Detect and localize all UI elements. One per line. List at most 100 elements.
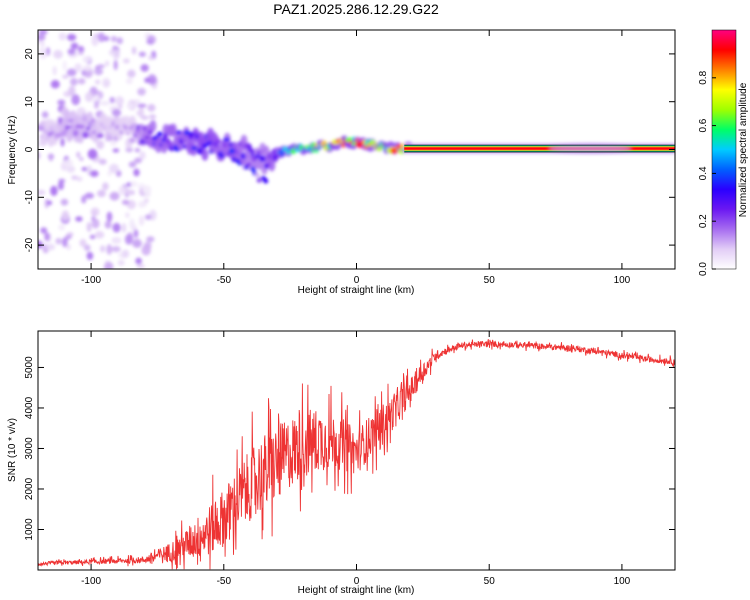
spectrogram-noise-blob [45,47,51,56]
snr-series-line [38,339,675,570]
x-tick-label: -50 [217,275,232,286]
spectrogram-noise-blob [117,259,125,266]
spectrogram-noise-blob [81,195,87,204]
spectrogram-noise-blob [81,166,89,172]
spectrogram-noise-blob [58,178,66,183]
spectrogram-noise-blob [137,87,146,96]
spectrogram-noise-blob [89,234,96,240]
spectrogram-noise-blob [131,46,137,55]
spectrogram-noise-blob [86,222,92,233]
spectrogram-noise-blob [38,33,46,41]
y-tick-label: 0 [24,146,35,152]
spectrogram-noise-blob [38,240,43,249]
x-tick-label: -100 [81,275,101,286]
spectrogram-noise-blob [93,94,100,102]
spectrogram-noise-blob [149,77,156,84]
spectrogram-noise-blob [91,35,99,47]
spectrogram-noise-blob [44,198,49,209]
spectrogram-noise-blob [140,64,149,72]
spectrogram-noise-blob [111,237,122,244]
spectrogram-noise-blob [126,103,134,109]
spectrogram-noise-blob [55,237,62,245]
spectrogram-y-label: Frequency (Hz) [7,116,18,185]
spectrogram-branch-blob [231,157,237,163]
x-tick-label: -50 [217,576,232,587]
spectrogram-core-blob [106,136,114,141]
spectrogram-noise-blob [46,200,53,206]
y-tick-label: -20 [24,237,35,252]
spectrogram-x-ticks: -100 -50 0 50 100 [81,30,631,286]
spectrogram-branch-blob [233,152,239,158]
spectrogram-noise-blob [91,216,96,221]
spectrogram-noise-blob [62,237,68,248]
spectrogram-noise-blob [116,37,123,45]
spectrogram-noise-blob [132,238,142,249]
spectrogram-band-core [404,147,675,150]
spectrogram-noise-blob [79,156,84,162]
spectrogram-noise-blob [134,157,143,164]
spectrogram-branch-blob [239,159,245,165]
spectrogram-noise-blob [68,85,76,96]
spectrogram-halo-blob [381,141,389,148]
colorbar-tick-label: 0.4 [698,166,709,180]
spectrogram-noise-blob [106,244,113,255]
spectrogram-noise-blob [142,185,152,194]
spectrogram-noise-blob [104,81,110,86]
spectrogram-core-blob [82,115,88,122]
spectrogram-noise-blob [137,103,147,108]
x-tick-label: -100 [81,576,101,587]
x-tick-label: 100 [614,275,631,286]
spectrogram-noise-blob [71,94,81,106]
spectrogram-noise-blob [146,39,154,45]
spectrogram-noise-blob [70,77,78,86]
spectrogram-y-ticks: -20 -10 0 10 20 [24,48,675,252]
spectrogram-noise-blob [87,148,98,160]
spectrogram-noise-blob [139,151,146,160]
spectrogram-noise-blob [149,114,157,120]
spectrogram-core-blob [215,139,222,144]
spectrogram-noise-blob [143,198,149,203]
spectrogram-noise-blob [107,170,112,177]
spectrogram-noise-blob [134,147,141,153]
spectrogram-noise-blob [111,246,121,253]
spectrogram-noise-blob [61,210,70,221]
spectrogram-noise-blob [52,66,57,76]
spectrogram-noise-blob [63,159,74,167]
spectrogram-noise-blob [48,153,54,162]
spectrogram-noise-blob [90,207,100,217]
spectrogram-noise-blob [38,151,41,160]
spectrogram-noise-blob [83,244,91,252]
spectrogram-noise-blob [76,151,81,158]
spectrogram-noise-blob [144,214,152,220]
spectrogram-noise-blob [138,51,146,57]
spectrogram-noise-blob [96,140,105,150]
snr-panel: -100 -50 0 50 100 1000 2000 3000 4000 5000 Heigh… [7,330,676,596]
spectrogram-core-blob [202,143,208,149]
spectrogram-noise-blob [78,78,86,85]
colorbar-tick-label: 0.2 [698,214,709,228]
spectrogram-noise-blob [79,238,87,247]
spectrogram-core-blob [78,124,85,129]
spectrogram-noise-blob [112,148,120,153]
spectrogram-core-blob [129,137,136,144]
colorbar-gradient [711,29,737,270]
spectrogram-noise-blob [113,59,118,71]
spectrogram-branch-blob [229,148,235,154]
spectrogram-noise-blob [97,189,106,198]
spectrogram-noise-blob [57,99,66,106]
spectrogram-noise-blob [125,78,133,85]
spectrogram-core-blob [163,133,168,140]
spectrogram-noise-blob [93,102,99,109]
spectrogram-noise-blob [89,170,99,178]
spectrogram-noise-blob [66,232,74,237]
spectrogram-noise-blob [98,158,107,165]
spectrogram-noise-blob [94,231,105,239]
x-tick-label: 100 [614,576,631,587]
spectrogram-noise-blob [95,79,101,85]
spectrogram-noise-blob [84,192,95,199]
y-tick-label: 20 [24,48,35,60]
spectrogram-noise-blob [109,96,115,104]
spectrogram-noise-blob [138,215,145,226]
spectrogram-noise-blob [102,182,109,191]
